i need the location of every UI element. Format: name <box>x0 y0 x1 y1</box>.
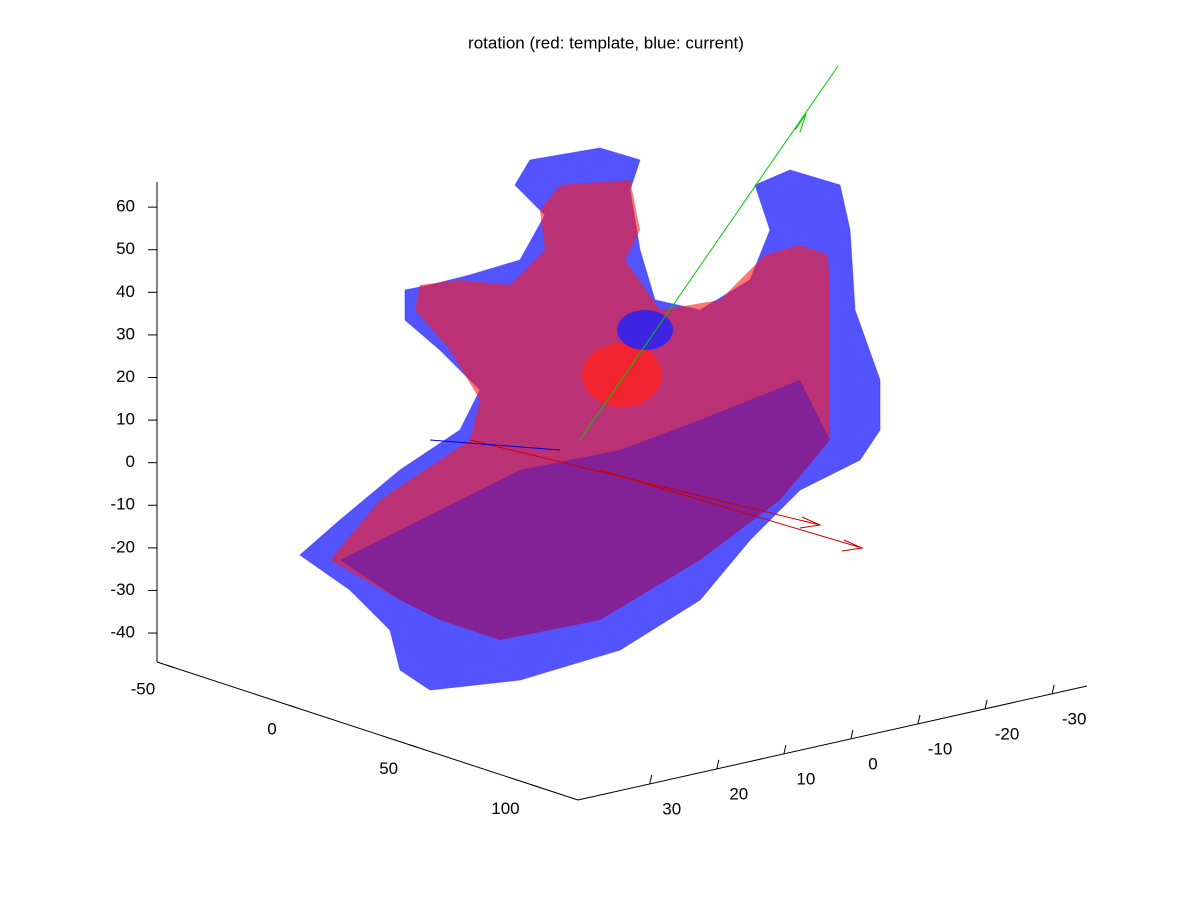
x-tick-mark <box>917 714 921 724</box>
rotation-axes <box>429 65 864 552</box>
y-tick-mark <box>166 664 176 669</box>
y-tick-mark <box>530 783 540 788</box>
z-tick-label: -10 <box>110 495 135 514</box>
z-tick-label: -30 <box>110 580 135 599</box>
template-surface <box>330 180 830 640</box>
axis-arrow <box>429 439 561 451</box>
y-tick-mark <box>408 744 419 749</box>
z-tick-label: 10 <box>116 410 135 429</box>
x-tick-mark <box>984 699 988 709</box>
axis-arrow <box>579 65 839 441</box>
y-tick-mark <box>287 704 297 709</box>
arrow-head <box>799 516 822 529</box>
x-tick-label: 0 <box>868 754 877 773</box>
x-axis <box>577 685 1088 801</box>
chart-title: rotation (red: template, blue: current) <box>468 33 744 52</box>
axis-arrow <box>469 439 821 526</box>
x-tick-label: 20 <box>729 784 748 803</box>
x-tick-label: -10 <box>928 739 953 758</box>
x-tick-label: 30 <box>662 799 681 818</box>
overlap-region <box>340 380 830 640</box>
y-tick-label: 100 <box>491 799 519 818</box>
x-tick-mark <box>850 729 854 739</box>
condyle <box>582 343 662 407</box>
x-tick-mark <box>783 744 787 754</box>
z-tick-label: 20 <box>116 367 135 386</box>
arrow-head <box>841 539 864 552</box>
y-axis <box>156 661 579 801</box>
x-tick-label: -20 <box>995 724 1020 743</box>
y-tick-label: -50 <box>131 679 156 698</box>
x-tick-mark <box>649 774 653 785</box>
y-tick-label: 50 <box>379 759 398 778</box>
x-tick-label: 10 <box>796 769 815 788</box>
z-tick-label: -40 <box>110 623 135 642</box>
x-tick-mark <box>716 759 720 770</box>
surfaces <box>299 147 881 691</box>
y-tick-label: 0 <box>267 719 276 738</box>
axis-arrow <box>599 469 863 549</box>
condyle-blue <box>617 310 673 350</box>
x-tick-mark <box>1051 684 1055 694</box>
z-tick-label: 60 <box>116 197 135 216</box>
z-tick-label: 30 <box>116 324 135 343</box>
z-tick-label: 40 <box>116 282 135 301</box>
arrow-head <box>794 113 807 133</box>
z-tick-label: -20 <box>110 537 135 556</box>
z-tick-label: 0 <box>126 452 135 471</box>
z-tick-label: 50 <box>116 239 135 258</box>
x-tick-label: -30 <box>1062 709 1087 728</box>
